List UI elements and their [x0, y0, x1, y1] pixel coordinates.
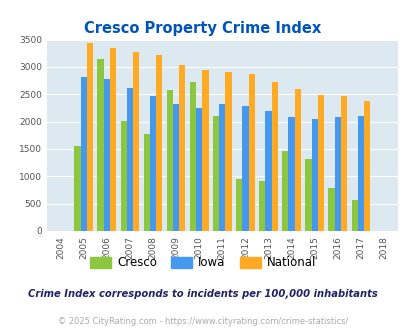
Bar — [281, 150, 288, 231]
Bar — [179, 65, 185, 231]
Bar — [351, 200, 357, 231]
Bar — [363, 101, 369, 231]
Bar — [80, 77, 87, 231]
Bar — [74, 146, 80, 231]
Bar — [103, 79, 110, 231]
Bar — [219, 104, 225, 231]
Bar — [202, 70, 208, 231]
Bar — [265, 111, 271, 231]
Text: Crime Index corresponds to incidents per 100,000 inhabitants: Crime Index corresponds to incidents per… — [28, 289, 377, 299]
Bar — [328, 188, 334, 231]
Bar — [340, 96, 346, 231]
Bar — [357, 115, 363, 231]
Bar — [317, 95, 323, 231]
Bar — [110, 49, 116, 231]
Legend: Cresco, Iowa, National: Cresco, Iowa, National — [85, 252, 320, 274]
Bar — [120, 120, 126, 231]
Bar — [143, 134, 149, 231]
Bar — [149, 96, 156, 231]
Bar — [248, 74, 254, 231]
Bar — [305, 159, 311, 231]
Text: Cresco Property Crime Index: Cresco Property Crime Index — [84, 21, 321, 36]
Bar — [258, 181, 265, 231]
Bar — [334, 117, 340, 231]
Bar — [156, 55, 162, 231]
Bar — [235, 179, 242, 231]
Bar — [225, 72, 231, 231]
Bar — [196, 108, 202, 231]
Bar — [190, 82, 196, 231]
Bar — [294, 89, 300, 231]
Text: © 2025 CityRating.com - https://www.cityrating.com/crime-statistics/: © 2025 CityRating.com - https://www.city… — [58, 317, 347, 326]
Bar — [311, 119, 317, 231]
Bar — [173, 104, 179, 231]
Bar — [288, 117, 294, 231]
Bar — [212, 116, 219, 231]
Bar — [87, 44, 93, 231]
Bar — [133, 52, 139, 231]
Bar — [97, 59, 103, 231]
Bar — [271, 82, 277, 231]
Bar — [242, 106, 248, 231]
Bar — [126, 88, 133, 231]
Bar — [166, 90, 173, 231]
